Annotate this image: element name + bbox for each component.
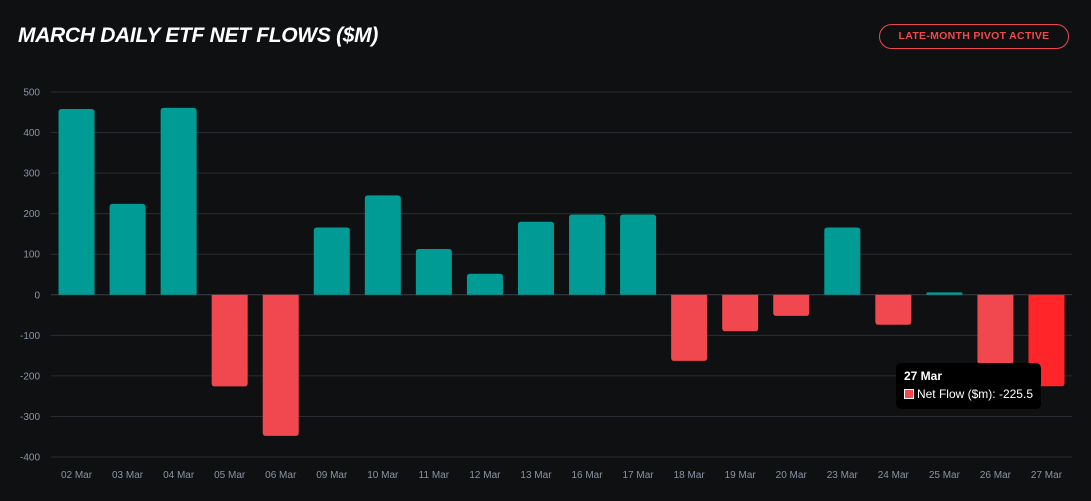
bar-09-mar[interactable] [313,227,350,295]
x-tick-label: 16 Mar [571,470,603,481]
x-tick-label: 24 Mar [878,470,910,481]
x-tick-label: 04 Mar [163,470,195,481]
bar-20-mar[interactable] [773,294,810,316]
bar-tooltip: 27 Mar Net Flow ($m): -225.5 [896,363,1041,409]
bar-17-mar[interactable] [620,214,657,295]
x-axis-ticks: 02 Mar 03 Mar 04 Mar 05 Mar 06 Mar 09 Mar 10 M… [61,470,1063,481]
x-tick-label: 02 Mar [61,470,93,481]
y-tick-label: 200 [23,209,40,220]
x-tick-label: 18 Mar [674,470,706,481]
x-tick-label: 27 Mar [1031,470,1063,481]
y-tick-label: 100 [23,250,40,261]
bar-25-mar[interactable] [926,292,963,295]
bars [58,107,1065,436]
x-tick-label: 23 Mar [827,470,859,481]
bar-26-mar[interactable] [977,294,1014,364]
x-tick-label: 10 Mar [367,470,399,481]
y-tick-label: -100 [20,331,40,342]
y-tick-label: -300 [20,412,40,423]
bar-18-mar[interactable] [671,294,708,361]
y-tick-label: 0 [34,290,40,301]
x-tick-label: 05 Mar [214,470,246,481]
bar-16-mar[interactable] [569,214,606,295]
x-tick-label: 03 Mar [112,470,144,481]
bar-03-mar[interactable] [109,203,146,295]
bar-13-mar[interactable] [517,221,554,295]
x-tick-label: 13 Mar [520,470,552,481]
tooltip-row: Net Flow ($m): -225.5 [904,387,1033,401]
chart-title: MARCH DAILY ETF NET FLOWS ($M) [18,24,379,47]
x-tick-label: 25 Mar [929,470,961,481]
y-tick-label: 300 [23,169,40,180]
bar-24-mar[interactable] [875,294,912,325]
x-tick-label: 17 Mar [623,470,655,481]
tooltip-title: 27 Mar [904,369,943,383]
tooltip-value: Net Flow ($m): -225.5 [916,387,1033,401]
x-tick-label: 11 Mar [419,470,450,481]
bar-11-mar[interactable] [415,248,452,295]
series-swatch-icon [904,389,914,399]
y-tick-label: -400 [20,453,40,464]
y-tick-label: 500 [23,88,40,99]
y-tick-label: -200 [20,371,40,382]
x-tick-label: 09 Mar [316,470,348,481]
x-tick-label: 26 Mar [980,470,1012,481]
x-tick-label: 19 Mar [725,470,757,481]
bar-23-mar[interactable] [824,227,861,295]
bar-06-mar[interactable] [262,294,299,436]
bar-04-mar[interactable] [160,107,197,295]
x-tick-label: 06 Mar [265,470,297,481]
bar-12-mar[interactable] [466,273,503,295]
x-tick-label: 20 Mar [776,470,808,481]
x-tick-label: 12 Mar [469,470,501,481]
pivot-status-badge: LATE-MONTH PIVOT ACTIVE [879,24,1069,49]
bar-10-mar[interactable] [364,195,401,295]
bar-19-mar[interactable] [722,294,759,332]
y-tick-label: 400 [23,128,40,139]
bar-05-mar[interactable] [211,294,248,387]
y-axis-ticks: 500 400 300 200 100 0 -100 -200 -300 -400 [20,88,40,464]
bar-02-mar[interactable] [58,109,95,295]
